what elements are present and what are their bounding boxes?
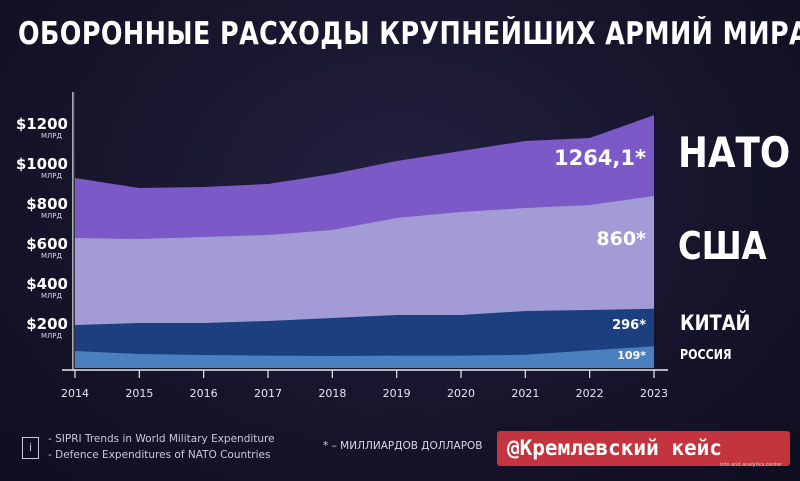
x-tick-label: 2018	[318, 387, 347, 400]
y-tick-unit: МЛРД	[41, 132, 62, 140]
y-tick-value: $600	[26, 235, 68, 253]
y-tick-value: $800	[26, 195, 68, 213]
y-tick-label: $800 МЛРД	[12, 196, 68, 220]
series-name-0: НАТО	[678, 128, 791, 177]
value-label-series-1: 860*	[596, 228, 646, 250]
value-label-series-0: 1264,1*	[553, 146, 646, 170]
area-series-3	[75, 346, 654, 368]
y-tick-value: $200	[26, 315, 68, 333]
x-tick-label: 2023	[640, 387, 668, 400]
y-tick-label: $1000 МЛРД	[12, 156, 68, 180]
x-tick-label: 2021	[511, 387, 540, 400]
badge-subtitle: info and analytics center	[720, 462, 782, 468]
y-tick-unit: МЛРД	[41, 332, 62, 340]
x-tick-label: 2022	[575, 387, 604, 400]
y-tick-unit: МЛРД	[41, 212, 62, 220]
x-tick-label: 2020	[447, 387, 475, 400]
series-name-1: США	[678, 224, 767, 268]
series-name-2: КИТАЙ	[680, 311, 751, 335]
y-tick-unit: МЛРД	[41, 252, 62, 260]
source-line-1: - SIPRI Trends in World Military Expendi…	[48, 433, 275, 445]
y-tick-value: $400	[26, 275, 68, 293]
y-tick-value: $1000	[15, 155, 68, 173]
y-tick-label: $1200 МЛРД	[12, 116, 68, 140]
x-tick-label: 2015	[125, 387, 154, 400]
y-tick-value: $1200	[15, 115, 68, 133]
value-label-series-3: 109*	[617, 349, 646, 362]
footnote: * – МИЛЛИАРДОВ ДОЛЛАРОВ	[323, 440, 483, 452]
area-series-2	[75, 308, 654, 368]
left-axis-line	[72, 92, 75, 370]
x-tick-label: 2017	[254, 387, 282, 400]
source-line-2: - Defence Expenditures of NATO Countries	[48, 449, 271, 461]
y-tick-unit: МЛРД	[41, 292, 62, 300]
value-label-series-2: 296*	[612, 318, 646, 333]
y-tick-label: $600 МЛРД	[12, 236, 68, 260]
x-tick-label: 2019	[382, 387, 411, 400]
x-tick-label: 2014	[61, 387, 89, 400]
channel-badge[interactable]: @Кремлевский кейс	[497, 431, 790, 466]
y-tick-label: $200 МЛРД	[12, 316, 68, 340]
x-tick-label: 2016	[189, 387, 218, 400]
series-name-3: РОССИЯ	[680, 348, 732, 363]
y-tick-label: $400 МЛРД	[12, 276, 68, 300]
y-tick-unit: МЛРД	[41, 172, 62, 180]
info-icon: i	[22, 437, 39, 459]
